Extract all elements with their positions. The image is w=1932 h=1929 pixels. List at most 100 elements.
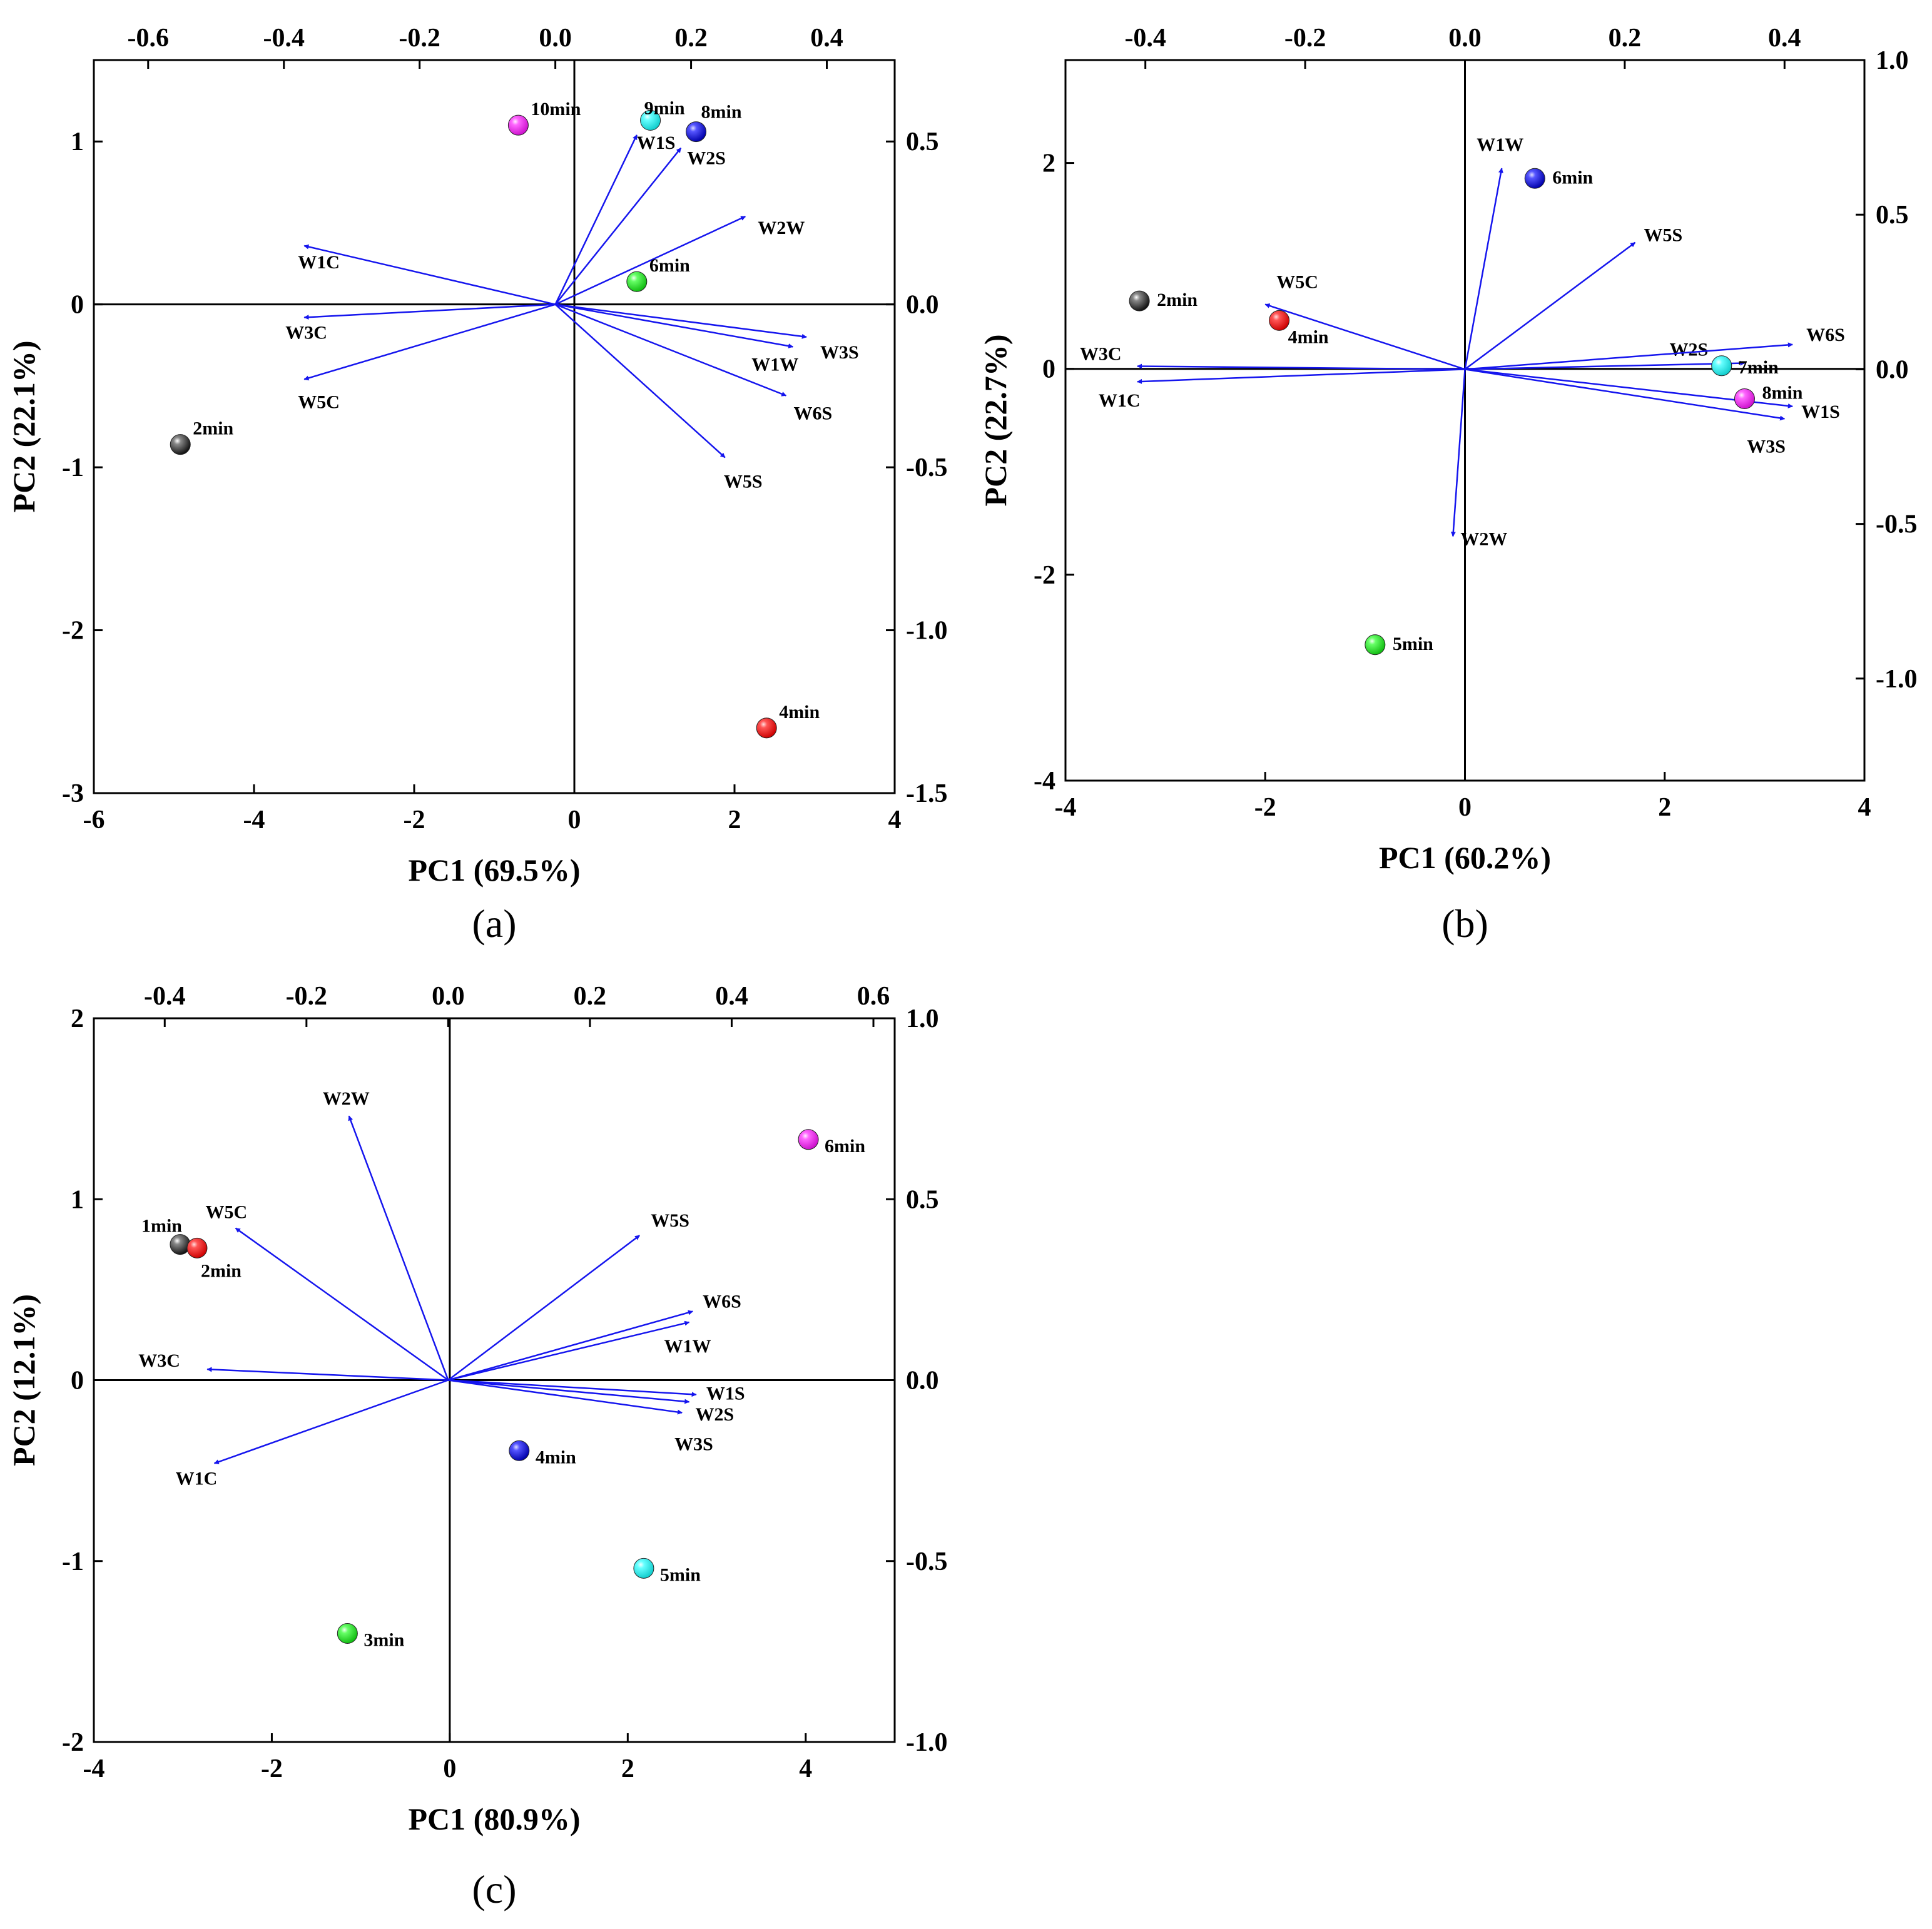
x2-tick-label: 0.0	[1448, 24, 1482, 53]
y2-tick-label: 0.5	[906, 1185, 939, 1214]
loading-vector-w3s	[448, 1379, 683, 1415]
loading-vector-w2w	[1450, 369, 1466, 537]
y2-tick-label: -1.0	[906, 1728, 948, 1757]
x2-tick-label: -0.4	[1124, 24, 1166, 53]
score-point-1min	[170, 1234, 191, 1255]
loading-label-w1c: W1C	[1099, 390, 1141, 411]
y-tick-label: 1	[71, 128, 84, 156]
loading-vector-w1w	[555, 303, 794, 349]
score-label-6min: 6min	[649, 255, 690, 276]
x2-tick-label: 0.2	[574, 982, 607, 1011]
x2-tick-label: 0.0	[432, 982, 465, 1011]
y-tick-label: 2	[71, 1005, 84, 1033]
score-point-4min	[509, 1440, 530, 1461]
loading-label-w3s: W3S	[820, 342, 859, 363]
score-point-9min	[640, 109, 661, 131]
y-tick-label: 0	[71, 291, 84, 320]
score-point-5min	[1365, 634, 1386, 656]
x2-tick-label: 0.4	[810, 24, 843, 53]
score-point-7min	[1711, 355, 1732, 377]
y-tick-label: 0	[1042, 355, 1055, 384]
y2-tick-label: 0.0	[1876, 355, 1909, 384]
loading-label-w1c: W1C	[176, 1469, 218, 1489]
x-tick-label: -2	[404, 806, 425, 834]
loading-vector-w3c	[206, 1367, 449, 1381]
loading-vector-w1c	[213, 1379, 449, 1464]
loading-label-w3c: W3C	[285, 323, 327, 343]
x2-tick-label: 0.4	[715, 982, 748, 1011]
loading-label-w5s: W5S	[651, 1210, 689, 1231]
panel-caption: (c)	[472, 1867, 516, 1911]
score-point-2min	[186, 1237, 208, 1258]
x-tick-label: -2	[261, 1754, 283, 1783]
loading-vector-w3s	[1465, 368, 1786, 421]
loading-vector-w5s	[447, 1235, 640, 1381]
x2-tick-label: -0.2	[399, 24, 440, 53]
loading-label-w1c: W1C	[298, 252, 340, 273]
score-point-6min	[1524, 168, 1545, 189]
loading-vector-w1c	[1137, 368, 1465, 384]
score-label-3min: 3min	[364, 1629, 404, 1650]
y2-tick-label: -0.5	[1876, 510, 1918, 539]
y-tick-label: -2	[62, 1728, 84, 1757]
loading-label-w6s: W6S	[793, 403, 832, 424]
x-tick-label: 4	[888, 806, 902, 834]
y2-tick-label: -0.5	[906, 1547, 948, 1576]
loading-label-w5c: W5C	[206, 1202, 248, 1223]
score-label-8min: 8min	[701, 102, 742, 123]
loading-label-w1w: W1W	[664, 1336, 711, 1357]
loading-vector-w1w	[1464, 168, 1503, 370]
x-tick-label: -4	[83, 1754, 105, 1783]
score-point-4min	[756, 717, 777, 739]
loading-vector-w6s	[555, 303, 787, 397]
y2-tick-label: 0.0	[906, 1367, 939, 1395]
score-label-9min: 9min	[644, 98, 685, 118]
y-tick-label: 0	[71, 1367, 84, 1395]
score-label-4min: 4min	[1288, 327, 1329, 347]
loading-label-w1s: W1S	[706, 1384, 745, 1404]
y2-tick-label: -0.5	[906, 453, 948, 482]
score-label-6min: 6min	[1552, 167, 1593, 188]
x2-tick-label: -0.2	[1284, 24, 1326, 53]
x-tick-label: 4	[1858, 793, 1871, 822]
score-point-5min	[633, 1557, 654, 1579]
loading-vector-w5s	[1464, 241, 1636, 370]
score-label-2min: 2min	[193, 418, 233, 439]
y2-tick-label: 0.5	[906, 128, 939, 156]
x2-tick-label: -0.4	[263, 24, 305, 53]
score-label-4min: 4min	[779, 702, 820, 722]
y2-tick-label: -1.0	[1876, 665, 1918, 694]
y-axis-title: PC2 (12.1%)	[6, 1294, 41, 1466]
y-tick-label: -1	[62, 1547, 84, 1576]
loading-vector-w2s	[554, 147, 682, 305]
score-label-5min: 5min	[1393, 634, 1433, 654]
loading-vector-w5c	[1264, 303, 1465, 370]
x2-tick-label: -0.4	[144, 982, 186, 1011]
score-label-4min: 4min	[536, 1447, 576, 1467]
loading-vector-w3c	[1137, 363, 1465, 370]
score-label-2min: 2min	[201, 1260, 242, 1281]
loading-vector-w3c	[303, 303, 556, 320]
loading-label-w5c: W5C	[298, 392, 340, 412]
y2-tick-label: 1.0	[1876, 46, 1909, 75]
y2-tick-label: 1.0	[906, 1005, 939, 1033]
y2-tick-label: -1.0	[906, 617, 948, 646]
x-tick-label: -2	[1254, 793, 1276, 822]
score-point-8min	[686, 121, 707, 143]
loading-vector-w1s	[448, 1379, 697, 1397]
loading-label-w6s: W6S	[703, 1292, 741, 1312]
x-tick-label: -4	[1055, 793, 1077, 822]
x2-tick-label: 0.6	[857, 982, 890, 1011]
loading-label-w3s: W3S	[674, 1434, 713, 1455]
score-label-1min: 1min	[141, 1216, 182, 1237]
loading-label-w6s: W6S	[1806, 325, 1845, 345]
y-tick-label: -4	[1034, 767, 1055, 796]
score-point-4min	[1269, 310, 1290, 331]
loading-label-w1w: W1W	[751, 354, 798, 375]
score-label-8min: 8min	[1762, 382, 1802, 403]
x2-tick-label: 0.2	[674, 24, 708, 53]
loading-label-w1w: W1W	[1477, 134, 1523, 155]
x-axis-title: PC1 (60.2%)	[1379, 840, 1551, 875]
score-point-8min	[1734, 388, 1755, 409]
